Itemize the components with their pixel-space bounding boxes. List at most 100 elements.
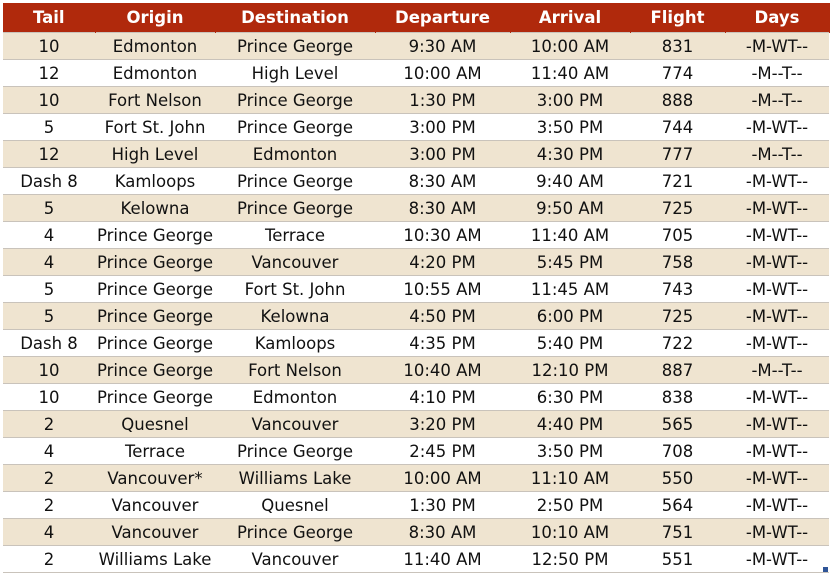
- table-cell: 8:30 AM: [375, 518, 510, 546]
- table-cell: 4:30 PM: [510, 140, 630, 168]
- table-row: 5 Kelowna Prince George 8:30 AM 9:50 AM 725 -M…: [3, 194, 829, 222]
- table-cell: 774: [630, 59, 725, 87]
- table-row: 5 Prince George Fort St. John 10:55 AM 11:45…: [3, 275, 829, 303]
- table-cell: Fort St. John: [215, 275, 375, 303]
- resize-handle[interactable]: [823, 567, 828, 572]
- table-cell: 722: [630, 329, 725, 357]
- table-cell: Fort Nelson: [95, 86, 215, 114]
- table-cell: Dash 8: [3, 167, 95, 195]
- table-cell: -M-WT--: [725, 437, 829, 465]
- table-row: 2 Vancouver* Williams Lake 10:00 AM 11:10 AM…: [3, 464, 829, 492]
- table-cell: 4:40 PM: [510, 410, 630, 438]
- table-cell: 12: [3, 140, 95, 168]
- table-row: 10 Prince George Edmonton 4:10 PM 6:30 PM 838…: [3, 383, 829, 411]
- table-cell: Prince George: [95, 383, 215, 411]
- table-cell: 10: [3, 86, 95, 114]
- table-cell: -M--T--: [725, 140, 829, 168]
- table-cell: Kamloops: [215, 329, 375, 357]
- table-cell: 5: [3, 113, 95, 141]
- table-cell: 8:30 AM: [375, 194, 510, 222]
- table-cell: 721: [630, 167, 725, 195]
- header-cell: Destination: [215, 3, 376, 33]
- table-cell: 888: [630, 86, 725, 114]
- table-row: 10 Edmonton Prince George 9:30 AM 10:00 AM 83…: [3, 32, 829, 60]
- table-cell: 5: [3, 194, 95, 222]
- table-cell: 725: [630, 302, 725, 330]
- table-cell: 3:00 PM: [375, 140, 510, 168]
- table-cell: 4:20 PM: [375, 248, 510, 276]
- table-cell: Vancouver: [95, 518, 215, 546]
- table-cell: Quesnel: [215, 491, 375, 519]
- table-cell: 10: [3, 356, 95, 384]
- table-cell: 10:00 AM: [510, 32, 630, 60]
- table-cell: 10:10 AM: [510, 518, 630, 546]
- table-cell: Prince George: [215, 194, 375, 222]
- table-cell: -M-WT--: [725, 545, 829, 573]
- table-cell: 8:30 AM: [375, 167, 510, 195]
- table-cell: 11:40 AM: [510, 221, 630, 249]
- table-cell: -M-WT--: [725, 302, 829, 330]
- table-body: 10 Edmonton Prince George 9:30 AM 10:00 AM 83…: [3, 32, 829, 573]
- table-cell: 564: [630, 491, 725, 519]
- table-cell: 3:50 PM: [510, 437, 630, 465]
- table-cell: Quesnel: [95, 410, 215, 438]
- table-cell: 6:30 PM: [510, 383, 630, 411]
- table-row: 5 Fort St. John Prince George 3:00 PM 3:50 P…: [3, 113, 829, 141]
- table-cell: Prince George: [215, 437, 375, 465]
- table-cell: Vancouver: [95, 491, 215, 519]
- table-cell: Edmonton: [215, 140, 375, 168]
- table-cell: 751: [630, 518, 725, 546]
- table-cell: 838: [630, 383, 725, 411]
- table-cell: -M-WT--: [725, 491, 829, 519]
- table-cell: -M-WT--: [725, 221, 829, 249]
- table-cell: 5:45 PM: [510, 248, 630, 276]
- table-cell: Vancouver: [215, 410, 375, 438]
- table-cell: 4: [3, 518, 95, 546]
- table-cell: 9:50 AM: [510, 194, 630, 222]
- header-cell: Flight: [630, 3, 726, 33]
- table-row: 12 High Level Edmonton 3:00 PM 4:30 PM 777 -M-…: [3, 140, 829, 168]
- table-cell: Prince George: [95, 356, 215, 384]
- table-cell: Terrace: [215, 221, 375, 249]
- table-cell: Fort Nelson: [215, 356, 375, 384]
- table-row: 2 Vancouver Quesnel 1:30 PM 2:50 PM 564 -M-WT-…: [3, 491, 829, 519]
- table-cell: 2: [3, 464, 95, 492]
- table-cell: Prince George: [215, 518, 375, 546]
- header-cell: Days: [725, 3, 830, 33]
- table-row: Dash 8 Kamloops Prince George 8:30 AM 9:40 A…: [3, 167, 829, 195]
- table-cell: 2: [3, 491, 95, 519]
- table-cell: 3:50 PM: [510, 113, 630, 141]
- table-cell: -M-WT--: [725, 275, 829, 303]
- table-cell: 2:50 PM: [510, 491, 630, 519]
- table-cell: Williams Lake: [95, 545, 215, 573]
- table-cell: 10:00 AM: [375, 464, 510, 492]
- table-row: 2 Quesnel Vancouver 3:20 PM 4:40 PM 565 -M-WT-…: [3, 410, 829, 438]
- table-cell: Prince George: [95, 302, 215, 330]
- table-cell: Kamloops: [95, 167, 215, 195]
- table-cell: 10:55 AM: [375, 275, 510, 303]
- table-cell: 743: [630, 275, 725, 303]
- table-cell: 5: [3, 275, 95, 303]
- table-cell: -M--T--: [725, 86, 829, 114]
- table-cell: 4:50 PM: [375, 302, 510, 330]
- table-cell: 550: [630, 464, 725, 492]
- table-cell: 5:40 PM: [510, 329, 630, 357]
- table-row: 5 Prince George Kelowna 4:50 PM 6:00 PM 725 -M…: [3, 302, 829, 330]
- table-cell: 4: [3, 248, 95, 276]
- table-cell: 758: [630, 248, 725, 276]
- table-cell: Prince George: [215, 86, 375, 114]
- table-cell: -M-WT--: [725, 329, 829, 357]
- table-cell: Vancouver: [215, 545, 375, 573]
- table-cell: 12:50 PM: [510, 545, 630, 573]
- table-row: 12 Edmonton High Level 10:00 AM 11:40 AM 774-…: [3, 59, 829, 87]
- table-cell: Fort St. John: [95, 113, 215, 141]
- table-cell: 12: [3, 59, 95, 87]
- table-cell: High Level: [95, 140, 215, 168]
- table-cell: 887: [630, 356, 725, 384]
- table-cell: 11:45 AM: [510, 275, 630, 303]
- table-cell: -M-WT--: [725, 410, 829, 438]
- table-cell: -M-WT--: [725, 194, 829, 222]
- table-row: 4 Terrace Prince George 2:45 PM 3:50 PM 708 -M…: [3, 437, 829, 465]
- table-row: 4 Vancouver Prince George 8:30 AM 10:10 AM 75…: [3, 518, 829, 546]
- table-cell: 10: [3, 383, 95, 411]
